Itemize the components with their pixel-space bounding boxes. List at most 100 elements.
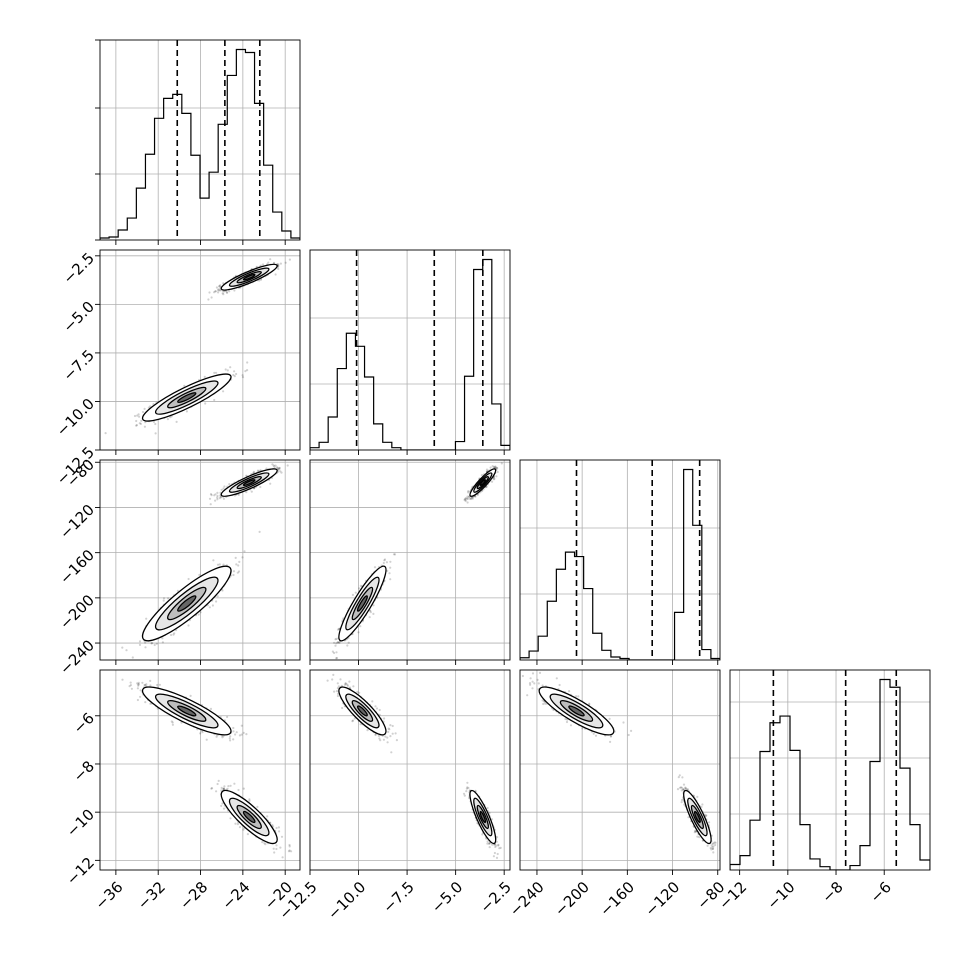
sample-point xyxy=(232,373,235,377)
sample-point xyxy=(214,499,217,502)
sample-point xyxy=(259,278,263,281)
sample-point xyxy=(258,279,261,282)
sample-point xyxy=(495,475,498,478)
sample-point xyxy=(382,561,385,565)
y-tick-label: −120 xyxy=(56,501,98,543)
contour-level-3 xyxy=(177,392,197,404)
sample-point xyxy=(336,628,340,631)
sample-point xyxy=(476,493,479,497)
sample-point xyxy=(218,497,221,500)
sample-point xyxy=(217,289,220,292)
sample-point xyxy=(359,625,362,628)
y-tick-label: −7.5 xyxy=(60,346,98,384)
sample-point xyxy=(464,499,467,503)
contour-level-3 xyxy=(356,595,368,612)
sample-point xyxy=(131,656,134,659)
sample-point xyxy=(218,285,221,288)
sample-point xyxy=(219,289,222,292)
sample-point xyxy=(466,501,469,504)
sample-point xyxy=(161,641,164,644)
panel-frame xyxy=(99,249,301,451)
sample-point xyxy=(217,291,220,294)
y-tick-label: −5.0 xyxy=(60,298,98,336)
panel-1-1 xyxy=(309,249,511,455)
sample-point xyxy=(250,490,253,493)
sample-point xyxy=(385,561,388,564)
sample-point xyxy=(392,553,396,556)
sample-point xyxy=(464,497,467,500)
sample-point xyxy=(491,465,494,468)
sample-point xyxy=(335,642,338,645)
panel-grid xyxy=(100,460,300,660)
sample-point xyxy=(226,291,229,294)
sample-point xyxy=(357,631,360,634)
sample-point xyxy=(337,641,340,644)
sample-point xyxy=(213,398,216,402)
sample-point xyxy=(278,466,281,470)
sample-point xyxy=(259,485,262,489)
sample-point xyxy=(214,290,217,293)
sample-point xyxy=(149,679,152,683)
contour-level-3 xyxy=(479,479,487,487)
panel-grid xyxy=(309,250,510,450)
sample-point xyxy=(326,660,328,662)
sample-point xyxy=(149,405,152,408)
panel-frame xyxy=(99,39,301,241)
sample-point xyxy=(197,613,200,616)
sample-point xyxy=(138,415,141,418)
sample-point xyxy=(463,498,466,501)
sample-point xyxy=(494,465,497,468)
panel-frame xyxy=(309,249,511,451)
sample-point xyxy=(208,497,212,500)
sample-point xyxy=(222,390,225,393)
sample-point xyxy=(215,600,218,603)
sample-point xyxy=(147,406,150,409)
sample-point xyxy=(347,641,350,644)
sample-point xyxy=(246,369,249,372)
sample-point xyxy=(208,291,211,294)
sample-point xyxy=(467,491,470,494)
contour-level-3 xyxy=(177,595,197,612)
sample-point xyxy=(232,570,236,573)
sample-point xyxy=(136,698,139,702)
sample-point xyxy=(331,650,334,653)
sample-point xyxy=(278,468,281,471)
sample-point xyxy=(243,550,246,553)
y-tick-label: −2.5 xyxy=(60,249,98,287)
sample-point xyxy=(156,683,159,687)
sample-point xyxy=(277,264,280,267)
sample-point xyxy=(137,413,140,416)
sample-point xyxy=(143,425,146,428)
sample-points xyxy=(104,258,291,435)
sample-point xyxy=(389,578,392,581)
sample-point xyxy=(144,646,147,649)
sample-point xyxy=(274,464,277,467)
sample-point xyxy=(273,261,276,264)
sample-point xyxy=(162,597,166,600)
sample-point xyxy=(346,644,349,647)
sample-point xyxy=(236,571,239,574)
sample-point xyxy=(154,432,157,435)
histogram-1 xyxy=(310,258,510,450)
sample-point xyxy=(211,604,214,607)
sample-point xyxy=(273,465,276,468)
sample-point xyxy=(223,485,226,488)
sample-point xyxy=(474,495,477,498)
sample-point xyxy=(233,375,236,378)
sample-point xyxy=(469,497,473,501)
sample-point xyxy=(210,296,213,299)
sample-point xyxy=(368,616,371,619)
sample-point xyxy=(216,498,219,501)
sample-point xyxy=(229,366,232,369)
sample-point xyxy=(154,422,157,426)
sample-point xyxy=(139,695,142,698)
sample-point xyxy=(213,494,216,497)
sample-point xyxy=(199,611,202,614)
sample-point xyxy=(241,376,245,379)
sample-point xyxy=(216,491,219,494)
sample-point xyxy=(209,503,212,506)
sample-point xyxy=(183,384,186,387)
sample-point xyxy=(259,469,262,472)
sample-point xyxy=(125,649,128,652)
